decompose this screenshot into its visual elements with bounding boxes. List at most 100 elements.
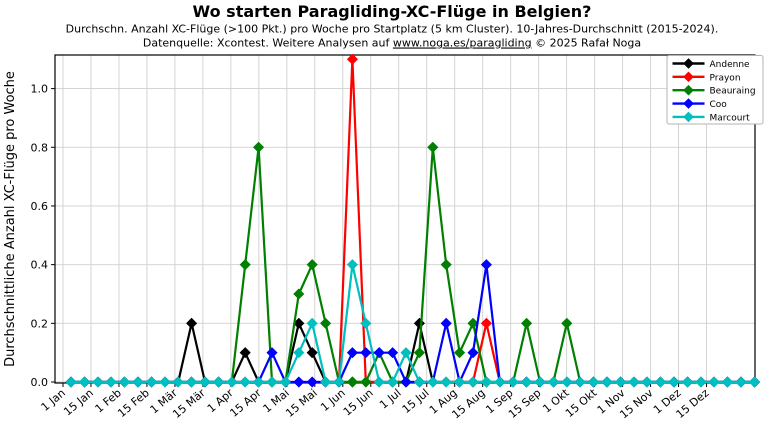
data-point-marker [319,376,332,388]
data-point-marker [601,376,613,388]
data-point-marker [480,376,493,388]
data-point-marker [360,376,372,388]
data-point-marker [561,376,573,388]
data-point-marker [172,376,184,388]
data-point-marker [494,376,506,388]
data-point-marker [561,317,573,329]
data-point-marker [239,258,251,271]
data-point-marker [333,376,345,388]
data-point-marker [293,347,305,359]
data-point-marker [480,258,493,271]
source-prefix: Datenquelle: Xcontest. Weitere Analysen … [143,37,393,50]
data-point-marker [306,258,318,271]
data-point-marker [695,376,707,388]
data-point-marker [453,347,466,359]
data-point-marker [252,141,265,153]
legend-box [666,55,764,125]
data-point-marker [293,288,305,300]
data-point-marker [360,347,372,359]
data-point-marker [654,376,667,388]
data-point-marker [614,376,627,388]
data-point-marker [427,141,439,153]
data-point-marker [92,376,104,388]
data-point-marker [507,376,519,388]
data-point-marker [721,376,734,388]
data-point-marker [239,347,251,359]
data-point-marker [346,258,359,271]
y-axis-label: Durchschnittliche Anzahl XC-Flüge pro Wo… [3,71,18,367]
legend-swatch-marker [683,98,694,109]
data-point-marker [105,376,117,388]
data-point-marker [185,376,198,388]
data-point-marker [386,347,399,359]
data-point-marker [252,376,265,388]
data-point-marker [145,376,158,388]
data-point-marker [293,376,305,388]
data-point-marker [547,376,560,388]
data-point-marker [480,317,493,329]
y-tick-label: 0.4 [31,259,49,272]
data-point-marker [427,376,439,388]
data-point-marker [641,376,653,388]
data-point-marker [306,347,318,359]
data-point-marker [373,376,385,388]
y-tick-label: 1.0 [31,83,49,96]
data-point-marker [681,376,694,388]
data-point-marker [266,347,278,359]
data-point-marker [453,376,466,388]
y-tick-label: 0.2 [31,317,49,330]
data-point-marker [467,347,479,359]
data-point-marker [386,376,399,388]
data-point-marker [708,376,720,388]
legend-swatch-marker [683,111,694,123]
data-point-marker [440,317,452,329]
legend-swatch-marker [683,58,694,69]
data-point-marker [467,376,479,388]
data-point-marker [346,53,359,65]
data-point-marker [65,376,77,388]
data-point-marker [226,376,238,388]
y-tick-label: 0.6 [31,200,49,213]
data-point-marker [574,376,586,388]
data-point-marker [628,376,640,388]
data-point-marker [132,376,144,388]
data-point-marker [668,376,680,388]
legend-label: Andenne [710,60,751,70]
legend-label: Marcourt [710,113,751,123]
data-point-marker [373,347,385,359]
data-point-marker [346,376,359,388]
source-link: www.noga.es/paragliding [393,37,532,50]
data-point-marker [748,376,761,388]
data-point-marker [279,376,292,388]
chart-title: Wo starten Paragliding-XC-Flüge in Belgi… [193,2,592,21]
data-point-marker [413,347,426,359]
data-point-marker [306,376,318,388]
data-point-marker [199,376,211,388]
data-point-marker [78,376,91,388]
data-point-marker [400,376,412,388]
data-point-marker [440,258,452,271]
data-point-marker [212,376,225,388]
data-point-marker [735,376,747,388]
y-tick-label: 0.8 [31,141,49,154]
legend-swatch-marker [683,71,694,83]
data-point-marker [239,376,251,388]
chart-source-line: Datenquelle: Xcontest. Weitere Analysen … [143,37,641,50]
data-point-marker [159,376,171,388]
data-point-marker [306,317,318,329]
data-point-marker [413,376,426,388]
legend-swatch-marker [683,84,694,96]
data-point-marker [360,317,372,329]
data-point-marker [467,317,479,329]
legend: Andenne Prayon Beauraing Coo Marcourt [666,55,764,125]
chart-subtitle: Durchschn. Anzahl XC-Flüge (>100 Pkt.) p… [66,23,719,36]
data-point-marker [118,376,131,388]
data-point-marker [346,347,359,359]
source-suffix: © 2025 Rafał Noga [532,37,642,50]
legend-label: Prayon [710,73,741,83]
data-point-marker [520,376,533,388]
data-point-marker [319,317,332,329]
data-point-marker [587,376,600,388]
data-point-marker [185,317,198,329]
